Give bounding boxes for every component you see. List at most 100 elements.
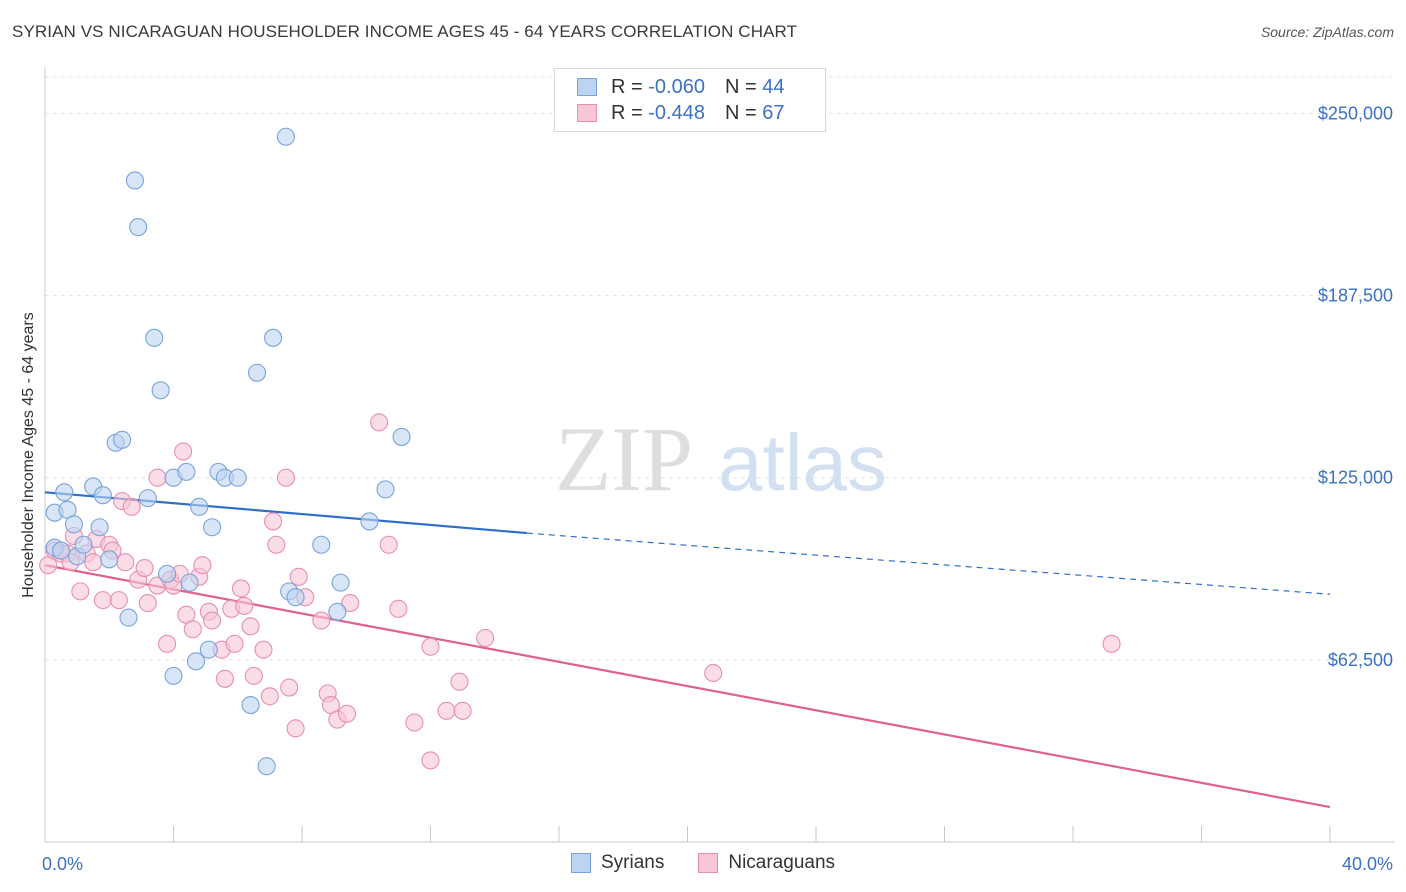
syrian-point (113, 430, 132, 449)
legend-n-value-syrians: 44 (762, 75, 785, 98)
legend-row-nicaraguans: R = -0.448 N = 67 (577, 100, 784, 126)
nicaraguan-point (1102, 634, 1121, 653)
legend-n-label-syrians: N = (724, 75, 757, 98)
nicaraguan-point (260, 687, 279, 706)
nicaraguan-point (225, 634, 244, 653)
nicaraguan-point (437, 701, 456, 720)
nicaraguan-point (389, 599, 408, 618)
nicaraguan-point (276, 468, 295, 487)
legend-n-value-nicaraguans: 67 (762, 101, 785, 124)
syrian-point (312, 535, 331, 554)
syrian-point (64, 515, 83, 534)
syrian-point (125, 171, 144, 190)
nicaraguan-point (138, 593, 157, 613)
nicaraguan-point (203, 611, 222, 630)
syrian-point (158, 564, 177, 583)
syrian-point (100, 550, 119, 569)
nicaraguan-point (312, 611, 331, 630)
legend-swatch-nicaraguans (577, 104, 597, 122)
grid-lines (45, 76, 1395, 661)
nicaraguan-point (109, 591, 128, 610)
nicaraguan-point (122, 497, 141, 516)
nicaraguan-point (148, 468, 167, 487)
legend-label-syrians: Syrians (600, 852, 665, 873)
nicaraguan-point (183, 620, 202, 639)
syrian-point (138, 489, 157, 508)
syrian-point (129, 218, 148, 237)
nicaraguan-point (254, 640, 273, 659)
nicaraguan-point (135, 559, 154, 578)
syrian-point (177, 462, 196, 481)
y-tick-label: $250,000 (1318, 103, 1393, 123)
nicaraguan-point (450, 672, 469, 691)
legend-swatch-nicaraguans-bottom (698, 853, 719, 873)
x-tick-label-min: 0.0% (42, 854, 83, 874)
nicaraguan-point (71, 582, 90, 601)
y-tick-label: $62,500 (1328, 650, 1393, 670)
nicaraguan-point (231, 579, 251, 598)
axes (44, 67, 1395, 843)
nicaraguan-point (215, 669, 234, 688)
syrian-point (199, 640, 218, 659)
syrian-point (151, 381, 170, 400)
nicaraguan-point (93, 591, 112, 610)
nicaraguan-point (241, 617, 260, 636)
syrian-point (276, 127, 295, 146)
legend-r-label-syrians: R = (611, 75, 643, 98)
nicaraguan-point (174, 442, 193, 461)
nicaraguan-point (453, 701, 472, 720)
nicaraguan-point (286, 719, 305, 738)
syrian-point (264, 328, 283, 347)
nicaraguan-points (39, 413, 1121, 770)
syrian-point (331, 573, 350, 592)
nicaraguan-point (116, 553, 135, 572)
nicaraguan-point (476, 628, 495, 648)
legend-r-value-nicaraguans: -0.448 (648, 101, 705, 124)
syrian-point (360, 512, 379, 531)
nicaraguan-point (267, 535, 286, 554)
nicaraguan-point (341, 593, 360, 613)
legend-r-label-nicaraguans: R = (611, 101, 643, 124)
syrian-point (228, 468, 247, 487)
stats-legend: R = -0.060 N = 44 R = -0.448 N = 67 (554, 68, 826, 132)
syrian-point (145, 328, 164, 347)
syrian-point (392, 427, 411, 446)
syrian-points (45, 127, 411, 776)
syrian-point (257, 757, 276, 776)
nicaraguan-point (421, 751, 440, 770)
legend-item-nicaraguans[interactable]: Nicaraguans (698, 852, 835, 874)
y-tick-label: $187,500 (1318, 286, 1393, 306)
syrians-trendline-extension (526, 532, 1331, 595)
nicaraguan-point (244, 666, 263, 685)
legend-row-syrians: R = -0.060 N = 44 (577, 74, 784, 100)
nicaraguan-point (193, 556, 212, 575)
tick-labels: $62,500 $125,000 $187,500 $250,000 0.0% 40.0% (42, 103, 1393, 874)
syrian-point (119, 608, 138, 627)
syrian-point (55, 483, 74, 502)
legend-item-syrians[interactable]: Syrians (570, 852, 665, 874)
syrian-point (241, 695, 260, 715)
source-credit: Source: ZipAtlas.com (1260, 24, 1394, 40)
nicaraguan-point (280, 678, 299, 697)
nicaraguan-point (405, 713, 424, 732)
watermark-zip: ZIP (555, 408, 693, 510)
syrian-point (286, 588, 305, 607)
syrian-point (203, 518, 222, 537)
syrian-point (180, 573, 199, 592)
nicaraguan-point (235, 596, 254, 615)
nicaraguan-point (379, 535, 398, 554)
legend-n-label-nicaraguans: N = (724, 101, 757, 124)
x-tick-label-max: 40.0% (1342, 854, 1393, 874)
syrian-point (164, 666, 183, 685)
nicaraguan-point (370, 413, 389, 432)
syrian-point (247, 363, 267, 382)
syrian-point (186, 652, 206, 671)
y-tick-label: $125,000 (1318, 468, 1393, 488)
legend-label-nicaraguans: Nicaraguans (728, 852, 836, 873)
syrian-point (52, 541, 71, 560)
chart-title: SYRIAN VS NICARAGUAN HOUSEHOLDER INCOME … (12, 22, 798, 41)
series-legend: Syrians Nicaraguans (0, 852, 1406, 874)
nicaraguan-point (421, 637, 440, 656)
syrian-point (328, 602, 347, 621)
